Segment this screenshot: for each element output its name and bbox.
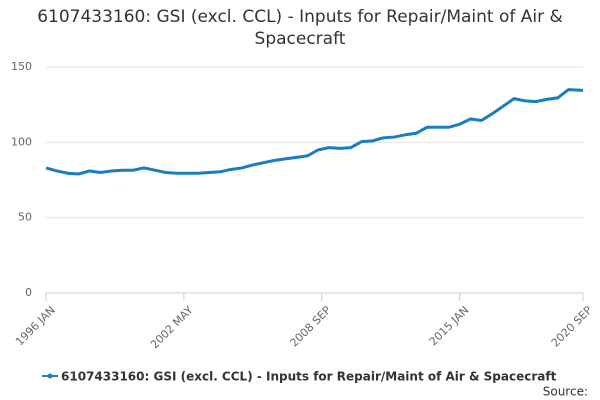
source: Source:	[543, 385, 588, 399]
x-tick-label: 1996 JAN	[13, 304, 58, 349]
x-tick-label: 2002 MAY	[148, 303, 196, 351]
data-line	[45, 88, 584, 176]
y-tick-label: 100	[11, 135, 32, 148]
y-tick-label: 150	[11, 60, 32, 73]
x-tick-label: 2020 SEP	[549, 303, 595, 349]
y-tick-label: 50	[18, 211, 32, 224]
x-tick-label: 2008 SEP	[288, 303, 334, 349]
x-tick-label: 2015 JAN	[427, 304, 472, 349]
legend-swatch-marker	[47, 373, 53, 379]
y-tick-label: 0	[25, 286, 32, 299]
chart-title: 6107433160: GSI (excl. CCL) - Inputs for…	[37, 7, 563, 49]
legend-label: 6107433160: GSI (excl. CCL) - Inputs for…	[61, 370, 557, 384]
